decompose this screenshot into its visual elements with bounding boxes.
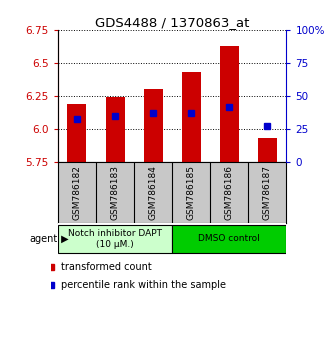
Bar	[68, 104, 86, 162]
Text: GSM786184: GSM786184	[149, 165, 158, 220]
Bar	[258, 138, 277, 162]
Text: GSM786182: GSM786182	[72, 165, 81, 220]
Bar	[144, 90, 163, 162]
Text: GSM786183: GSM786183	[111, 165, 119, 220]
Text: GSM786185: GSM786185	[187, 165, 196, 220]
Text: agent: agent	[29, 234, 57, 244]
FancyBboxPatch shape	[172, 225, 286, 253]
Text: ▶: ▶	[58, 234, 69, 244]
Text: percentile rank within the sample: percentile rank within the sample	[61, 280, 226, 290]
Text: transformed count: transformed count	[61, 262, 152, 272]
FancyBboxPatch shape	[58, 225, 172, 253]
Bar	[182, 72, 201, 162]
Text: Notch inhibitor DAPT
(10 μM.): Notch inhibitor DAPT (10 μM.)	[68, 229, 162, 249]
Text: GSM786187: GSM786187	[263, 165, 272, 220]
Text: DMSO control: DMSO control	[198, 234, 260, 244]
Bar	[220, 46, 239, 162]
Bar	[106, 97, 124, 162]
Title: GDS4488 / 1370863_at: GDS4488 / 1370863_at	[95, 16, 249, 29]
Text: GSM786186: GSM786186	[225, 165, 234, 220]
